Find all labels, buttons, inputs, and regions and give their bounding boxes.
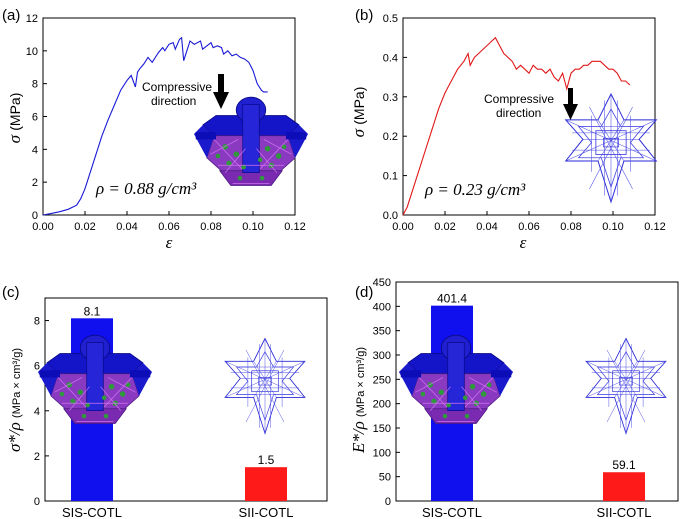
b-ytick-label: 0.1 — [383, 171, 398, 183]
panel-c-sis-lattice-illustration — [37, 334, 153, 424]
a-ytick-label: 8 — [32, 79, 38, 91]
b-xtick-label: 0.10 — [602, 221, 623, 233]
panel-d-sii-lattice-illustration — [585, 338, 667, 434]
a-ytick-label: 12 — [26, 13, 38, 25]
a-ytick-label: 10 — [26, 46, 38, 58]
b-xtick-label: 0.08 — [560, 221, 581, 233]
a-xtick-label: 0.10 — [242, 221, 263, 233]
b-xtick-label: 0.12 — [644, 221, 665, 233]
a-xtick-label: 0.02 — [74, 221, 95, 233]
a-ytick-label: 0 — [32, 210, 38, 222]
d-bar-value-label: 401.4 — [437, 292, 467, 306]
b-xtick-label: 0.00 — [392, 221, 413, 233]
b-xtick-label: 0.04 — [476, 221, 497, 233]
b-xtick-label: 0.06 — [518, 221, 539, 233]
d-ytick-label: 300 — [373, 350, 391, 362]
panel-a-annotation-line1: Compressive — [142, 80, 212, 94]
c-ytick-label: 6 — [34, 361, 40, 373]
panel-b-xlabel: ε — [520, 233, 527, 252]
b-ytick-label: 0.3 — [383, 92, 398, 104]
panel-d: (d) 0 50 100 150 200 250 300 350 400 450 SIS-COTL S… — [349, 277, 679, 519]
c-ytick-label: 4 — [34, 406, 40, 418]
panel-c: (c) 0 2 4 6 8 SIS-COTL SII-COTL 8.1 1.5 σ*/ρ (M… — [2, 284, 328, 519]
a-xtick-label: 0.04 — [116, 221, 137, 233]
panel-d-ylabel: E*/ρ (MPa × cm³/g) — [349, 347, 368, 454]
d-ytick-label: 0 — [385, 496, 391, 508]
d-bar-sii-cotl — [603, 472, 645, 501]
panel-a-xlabel: ε — [166, 233, 173, 252]
a-xtick-label: 0.06 — [158, 221, 179, 233]
a-xtick-label: 0.08 — [200, 221, 221, 233]
c-ytick-label: 2 — [34, 451, 40, 463]
d-category-label: SII-COTL — [597, 505, 652, 519]
panel-a-compressive-arrow — [213, 74, 229, 109]
c-category-label: SII-COTL — [239, 505, 294, 519]
panel-a-annotation-line2: direction — [151, 94, 196, 108]
panel-b-curve — [402, 36, 631, 216]
panel-a-curve — [42, 36, 268, 216]
d-ytick-label: 400 — [373, 301, 391, 313]
b-ytick-label: 0.2 — [383, 131, 398, 143]
panel-a-ylabel: σ (MPa) — [5, 93, 24, 144]
panel-c-label: (c) — [2, 284, 20, 301]
panel-b: (b) 0.00 0.02 0.04 0.06 0.08 0.10 0.12 0.0 0.1 0.… — [349, 7, 666, 252]
c-ytick-label: 8 — [34, 316, 40, 328]
a-xtick-label: 0.00 — [32, 221, 53, 233]
d-ytick-label: 150 — [373, 423, 391, 435]
b-xtick-label: 0.02 — [434, 221, 455, 233]
d-ytick-label: 450 — [373, 277, 391, 289]
panel-b-annotation-line2: direction — [496, 106, 541, 120]
c-category-label: SIS-COTL — [62, 505, 122, 519]
panel-a-label: (a) — [2, 7, 20, 24]
panel-d-axes — [395, 281, 679, 502]
c-bar-value-label: 1.5 — [258, 453, 275, 467]
panel-b-sii-lattice-illustration — [565, 93, 657, 203]
d-bar-value-label: 59.1 — [612, 458, 636, 472]
panel-c-axes — [44, 297, 328, 502]
panel-b-label: (b) — [355, 7, 373, 24]
panel-c-sii-lattice-illustration — [224, 338, 306, 434]
a-ytick-label: 2 — [32, 177, 38, 189]
d-category-label: SIS-COTL — [422, 505, 482, 519]
a-ytick-label: 6 — [32, 112, 38, 124]
c-ytick-label: 0 — [34, 496, 40, 508]
d-ytick-label: 50 — [379, 472, 391, 484]
d-ytick-label: 100 — [373, 447, 391, 459]
c-bar-value-label: 8.1 — [84, 304, 101, 318]
panel-d-sis-lattice-illustration — [398, 334, 514, 424]
panel-b-density-label: ρ = 0.23 g/cm³ — [424, 180, 526, 199]
b-ytick-label: 0.0 — [383, 210, 398, 222]
panel-a-sis-lattice-illustration — [193, 96, 309, 186]
d-ytick-label: 350 — [373, 326, 391, 338]
panel-c-ylabel: σ*/ρ (MPa × cm³/g) — [5, 348, 24, 452]
panel-a-density-label: ρ = 0.88 g/cm³ — [95, 179, 197, 198]
panel-b-compressive-arrow — [563, 88, 578, 120]
a-ytick-label: 4 — [32, 144, 38, 156]
d-ytick-label: 250 — [373, 374, 391, 386]
panel-a: (a) 0.00 0.02 0.04 0.06 0.08 0.10 0.12 0 2 4 6 8 10 1… — [2, 7, 309, 252]
b-ytick-label: 0.5 — [383, 13, 398, 25]
d-ytick-label: 200 — [373, 399, 391, 411]
a-xtick-label: 0.12 — [284, 221, 305, 233]
panel-d-label: (d) — [355, 284, 373, 301]
panel-b-ylabel: σ (MPa) — [349, 87, 368, 138]
panel-b-annotation-line1: Compressive — [484, 92, 554, 106]
c-bar-sii-cotl — [245, 467, 287, 501]
b-ytick-label: 0.4 — [383, 52, 398, 64]
